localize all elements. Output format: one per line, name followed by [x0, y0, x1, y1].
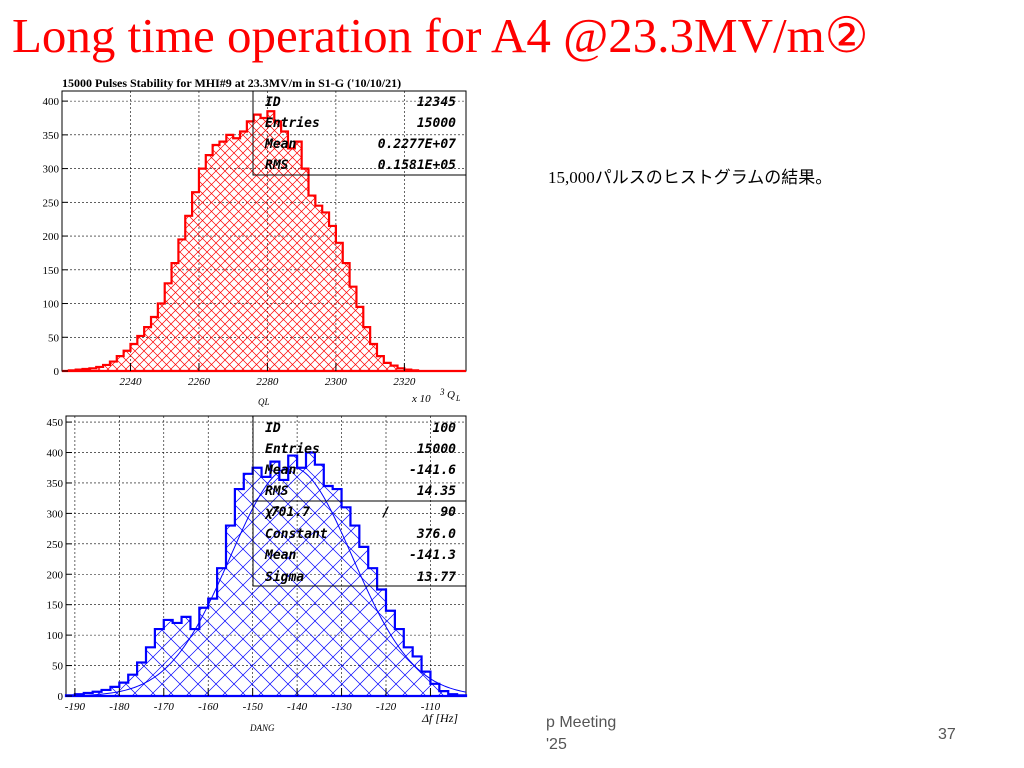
footer-line-1: p Meeting [546, 714, 617, 731]
y-tick-label: 250 [43, 197, 60, 209]
y-tick-label: 200 [43, 231, 60, 243]
chart-2-fit-label: Constant [265, 527, 328, 542]
y-tick-label: 50 [52, 661, 64, 673]
y-tick-label: 200 [47, 569, 64, 581]
chart-2-fit-value: 13.77 [417, 570, 456, 585]
chart-1-x-label-subscript: L [455, 394, 461, 403]
chart-1-stat-label: ID [265, 95, 281, 110]
slide-caption: 15,000パルスのヒストグラムの結果。 [548, 168, 833, 187]
chart-2-stat-value: 14.35 [417, 484, 456, 499]
y-tick-label: 0 [54, 366, 60, 378]
x-tick-label: 2300 [325, 376, 348, 388]
y-tick-label: 0 [58, 691, 64, 703]
x-tick-label: 2260 [188, 376, 211, 388]
x-tick-label: -110 [421, 701, 441, 713]
x-tick-label: 2280 [256, 376, 279, 388]
y-tick-label: 300 [43, 164, 60, 176]
chart-1-x-label-quantity: Q [447, 389, 455, 401]
chart-2-stat-value: 15000 [417, 442, 456, 457]
y-tick-label: 150 [47, 600, 64, 612]
chart-1-x-label: x 10 [411, 393, 431, 405]
chart-1-stat-label: RMS [265, 158, 289, 173]
chart-2-fit-box [252, 500, 467, 587]
chart-2-x-variable: DANG [249, 723, 275, 733]
chart-1-histogram [62, 110, 466, 373]
chart-2-stat-label: Mean [264, 463, 296, 478]
y-tick-label: 300 [47, 508, 64, 520]
x-tick-label: -130 [331, 701, 352, 713]
y-tick-label: 50 [48, 332, 60, 344]
x-tick-label: -180 [109, 701, 130, 713]
chart-2-x-label: Δf [Hz] [421, 711, 458, 725]
chart-2-x-axis: -190 -180 -170 -160 -150 -140 -130 -120 -110 [65, 688, 441, 713]
chart-1: 15000 Pulses Stability for MHI#9 at 23.3… [43, 76, 467, 407]
chart-1-stat-value: 12345 [417, 95, 456, 110]
y-tick-label: 350 [43, 130, 60, 142]
x-tick-label: -120 [376, 701, 397, 713]
chart-1-stat-label: Mean [264, 137, 296, 152]
x-tick-label: -140 [287, 701, 308, 713]
chart-2-fit-value: 376.0 [416, 527, 456, 542]
chart-1-title: 15000 Pulses Stability for MHI#9 at 23.3… [62, 76, 401, 90]
chart-2-histogram [64, 451, 468, 698]
chart-2-fit-label: Mean [264, 548, 296, 563]
chart-1-stat-value: 15000 [417, 116, 456, 131]
y-tick-label: 350 [47, 478, 64, 490]
chart-2: 0 50 100 150 200 250 300 350 400 450 -190 -180 -170… [47, 415, 468, 733]
y-tick-label: 100 [47, 630, 64, 642]
chart-1-stat-value: 0.1581E+05 [378, 158, 456, 173]
chart-1-stat-value: 0.2277E+07 [378, 137, 456, 152]
chart-2-fit-value: 701.7 [271, 505, 310, 520]
chart-2-fit-value: -141.3 [409, 548, 456, 563]
chart-1-x-variable: QL [258, 397, 270, 407]
chart-2-stat-value: 100 [433, 421, 457, 436]
chart-1-y-axis: 0 50 100 150 200 250 300 350 400 [43, 96, 68, 378]
y-tick-label: 100 [43, 299, 60, 311]
chart-2-y-axis: 0 50 100 150 200 250 300 350 400 450 [47, 417, 72, 703]
x-tick-label: 2240 [119, 376, 142, 388]
histogram-bars [64, 451, 468, 698]
y-tick-label: 150 [43, 265, 60, 277]
slide-title: Long time operation for A4 @23.3MV/m② [12, 8, 869, 63]
footer-line-2: '25 [546, 736, 567, 753]
chart-2-stat-label: ID [265, 421, 281, 436]
page-number: 37 [938, 726, 956, 743]
chart-2-stat-label: Entries [265, 442, 320, 457]
chart-2-fit-separator: / [382, 505, 390, 520]
chart-2-fit-label: χ² [264, 505, 281, 520]
chart-1-stats-box [252, 90, 467, 176]
chart-1-x-label-exponent: 3 [439, 387, 445, 397]
gaussian-fit-curve [65, 466, 467, 697]
y-tick-label: 450 [47, 417, 64, 429]
x-tick-label: 2320 [393, 376, 416, 388]
footer-text: p Meeting '25 [546, 712, 616, 756]
x-tick-label: -190 [65, 701, 86, 713]
histogram-bars [62, 110, 466, 373]
y-tick-label: 400 [43, 96, 60, 108]
chart-1-x-axis: 2240 2260 2280 2300 2320 [119, 363, 416, 388]
y-tick-label: 400 [47, 448, 64, 460]
x-tick-label: -160 [198, 701, 219, 713]
chart-2-fit-label: Sigma [265, 570, 304, 585]
x-tick-label: -170 [154, 701, 175, 713]
y-tick-label: 250 [47, 539, 64, 551]
chart-2-fit-ndf: 90 [440, 505, 456, 520]
chart-1-stat-label: Entries [265, 116, 320, 131]
chart-2-gaussian-fit [65, 466, 467, 697]
chart-2-stat-value: -141.6 [409, 463, 456, 478]
chart-2-stat-label: RMS [265, 484, 289, 499]
x-tick-label: -150 [243, 701, 264, 713]
